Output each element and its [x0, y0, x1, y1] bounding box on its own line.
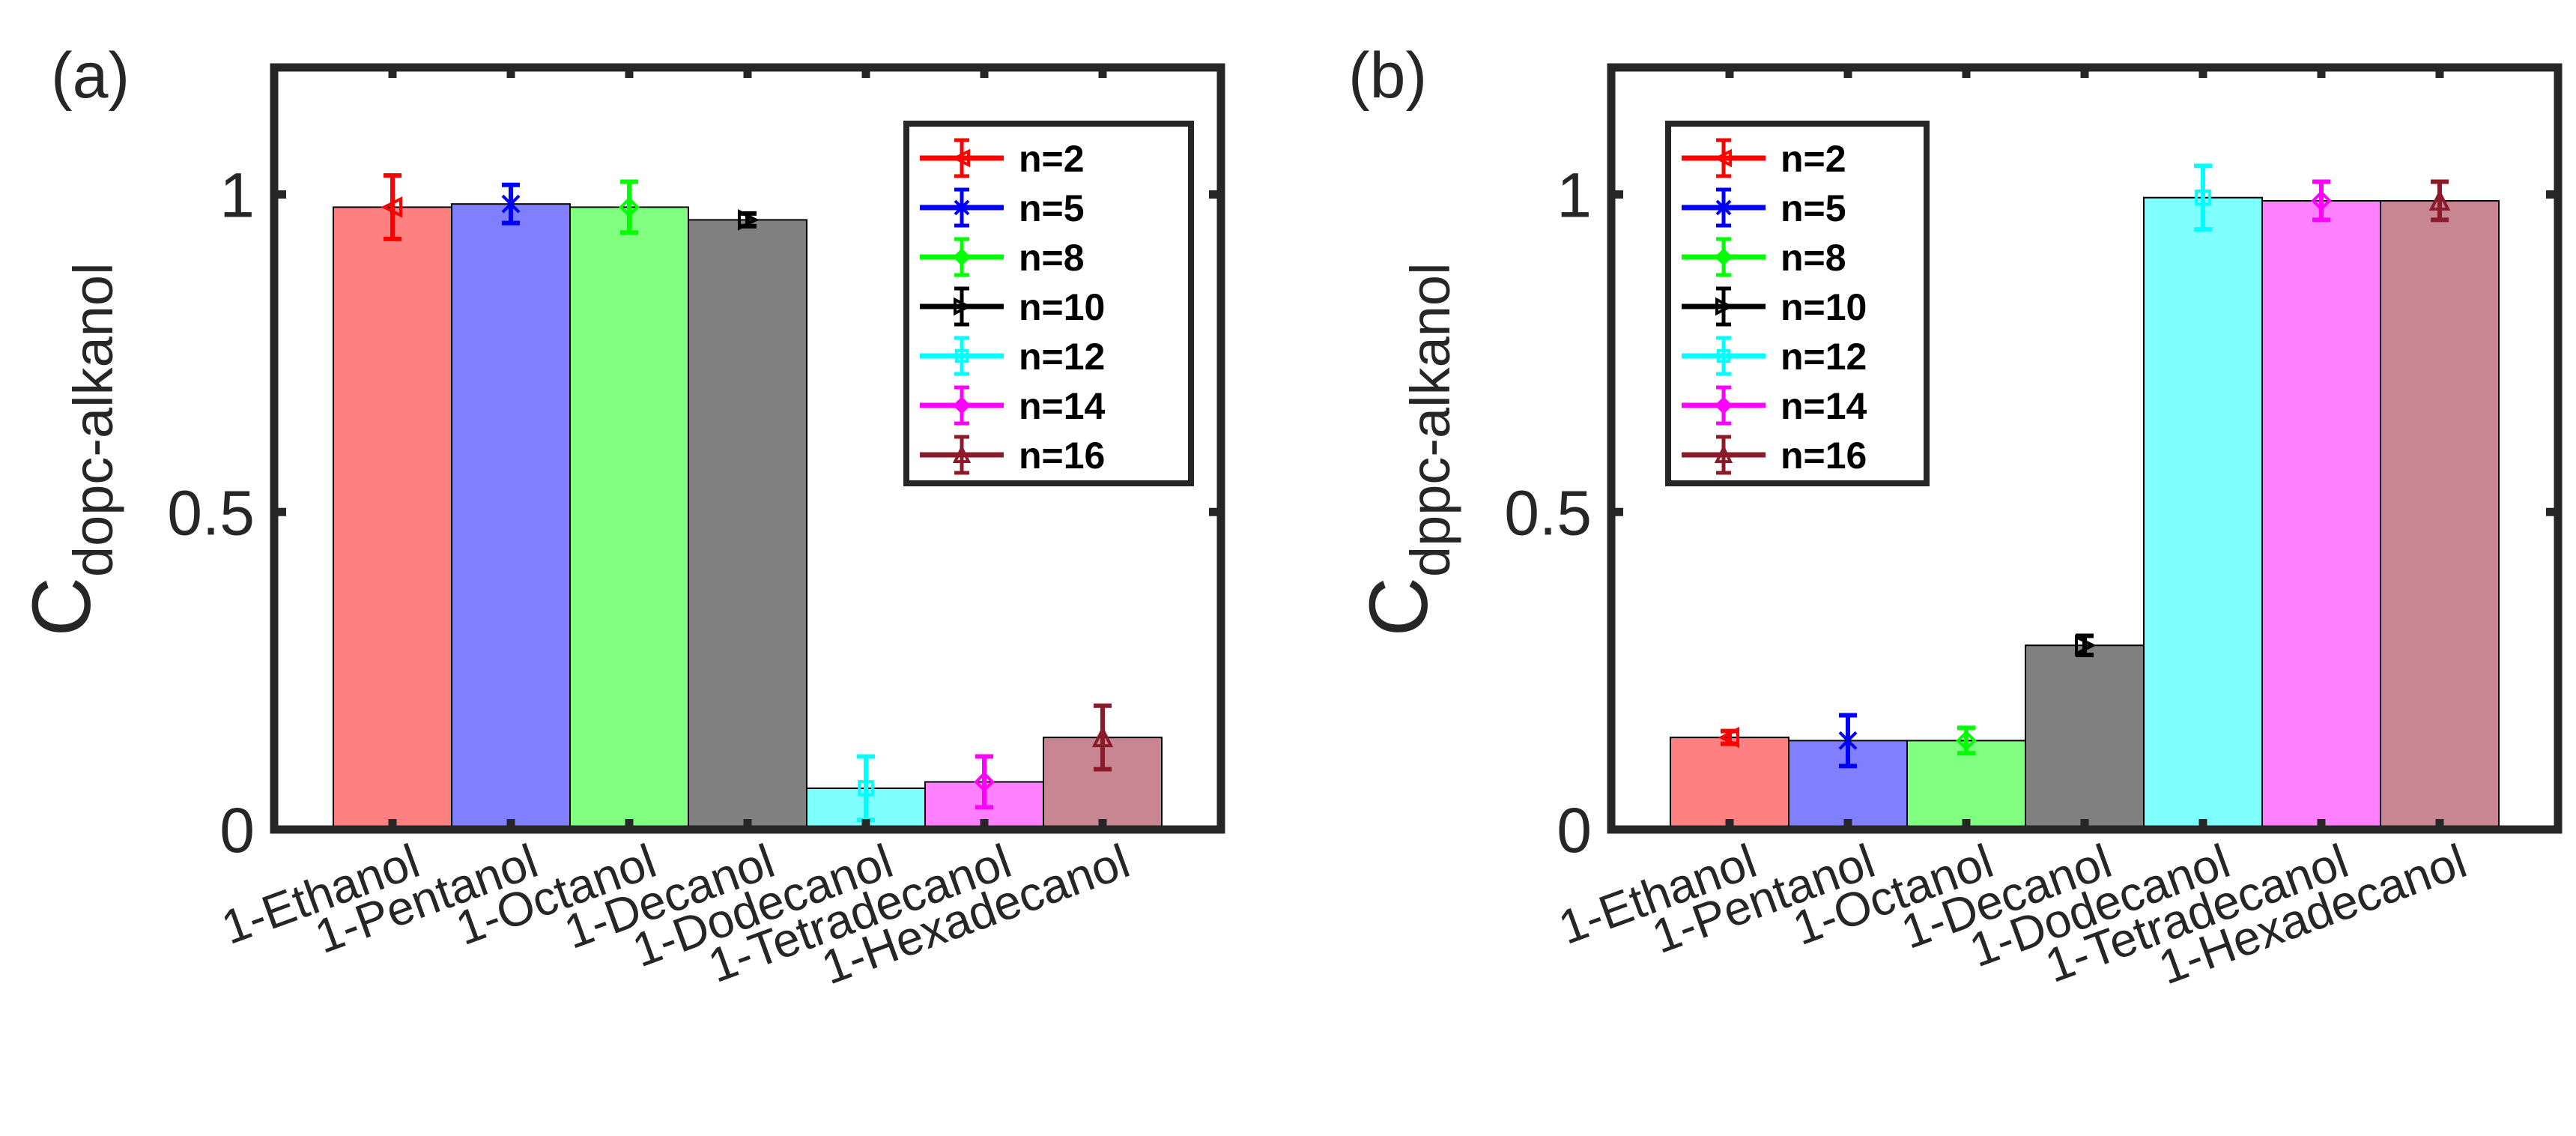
bar — [2143, 196, 2263, 830]
legend-label: n=8 — [1781, 237, 1846, 279]
error-bar — [384, 173, 401, 241]
data-marker — [1718, 726, 1739, 749]
y-tick-label: 1 — [219, 160, 255, 231]
data-marker — [1091, 725, 1114, 748]
data-marker — [619, 196, 640, 218]
bar — [1670, 737, 1789, 830]
legend-marker — [1715, 396, 1733, 414]
data-marker — [2311, 190, 2332, 211]
error-bar — [2312, 179, 2330, 223]
y-axis-label: Cdopc-alkanol — [16, 262, 124, 636]
legend-label: n=10 — [1019, 286, 1105, 328]
legend: n=2 n=5 n=8 n=10 n=12 n=14 n=16 — [903, 121, 1194, 486]
y-axis-label-main: C — [16, 577, 108, 636]
legend-item: n=16 — [1682, 435, 1867, 477]
bar — [688, 219, 807, 830]
panel-b: 00.511-Ethanol1-Pentanol1-Octanol1-Decan… — [1348, 40, 2563, 994]
error-bar — [2076, 633, 2094, 657]
legend: n=2 n=5 n=8 n=10 n=12 n=14 n=16 — [1665, 121, 1930, 486]
legend-marker — [1715, 199, 1732, 216]
legend-label: n=10 — [1781, 286, 1867, 328]
y-tick-label: 0 — [219, 795, 255, 865]
legend-item: n=12 — [920, 336, 1105, 378]
data-marker — [1838, 731, 1858, 750]
legend-marker — [1715, 297, 1734, 316]
legend-item: n=2 — [1682, 138, 1846, 180]
data-marker — [501, 194, 521, 214]
legend-item: n=5 — [1682, 187, 1846, 229]
data-marker — [974, 771, 995, 793]
legend-item: n=5 — [920, 187, 1085, 229]
y-axis-label: Cdppc-alkanol — [1353, 262, 1461, 636]
data-marker — [381, 196, 402, 218]
legend-marker — [954, 199, 970, 216]
legend-marker — [953, 396, 971, 414]
data-marker — [2075, 634, 2097, 656]
data-marker — [738, 209, 760, 231]
y-axis-label-subscript: dppc-alkanol — [1399, 262, 1461, 577]
legend-label: n=5 — [1781, 187, 1846, 229]
legend-item: n=12 — [1682, 336, 1867, 378]
bar — [451, 203, 571, 830]
legend-item: n=10 — [920, 286, 1105, 328]
bar — [569, 206, 689, 830]
y-tick-label: 0 — [1557, 795, 1592, 865]
legend-marker — [954, 348, 969, 363]
y-tick-label: 0.5 — [167, 477, 255, 548]
legend-marker — [951, 148, 970, 168]
legend-label: n=5 — [1019, 187, 1085, 229]
data-marker — [1956, 730, 1977, 752]
legend-marker — [1714, 444, 1733, 463]
y-axis-label-subscript: dopc-alkanol — [62, 262, 124, 577]
panel-label: (a) — [51, 40, 130, 112]
error-bar — [2431, 179, 2449, 223]
y-tick-label: 1 — [1557, 160, 1592, 231]
legend-label: n=2 — [1019, 138, 1085, 180]
legend-marker — [952, 444, 972, 463]
bar — [2380, 199, 2500, 831]
legend-item: n=14 — [920, 385, 1106, 427]
legend-marker — [953, 248, 971, 266]
panel-label: (b) — [1348, 40, 1427, 112]
legend-marker — [1713, 148, 1732, 168]
legend-item: n=8 — [920, 237, 1085, 279]
data-marker — [2428, 189, 2451, 211]
legend-label: n=14 — [1019, 385, 1106, 427]
legend-label: n=16 — [1781, 435, 1867, 477]
error-bar — [620, 179, 638, 235]
legend-item: n=2 — [920, 138, 1085, 180]
legend-item: n=16 — [920, 435, 1105, 477]
legend-label: n=12 — [1781, 336, 1867, 378]
legend-marker — [1715, 248, 1733, 266]
y-tick-label: 0.5 — [1504, 477, 1592, 548]
legend-label: n=16 — [1019, 435, 1105, 477]
legend-item: n=10 — [1682, 286, 1867, 328]
legend-label: n=12 — [1019, 336, 1105, 378]
legend-marker — [954, 297, 972, 316]
legend-marker — [1716, 348, 1731, 363]
bar — [2261, 199, 2381, 831]
data-marker — [2195, 189, 2211, 206]
legend-box — [1665, 121, 1930, 486]
error-bar — [2194, 163, 2212, 232]
legend-label: n=8 — [1019, 237, 1085, 279]
legend-item: n=14 — [1682, 385, 1867, 427]
y-axis-label-main: C — [1353, 577, 1445, 636]
bar — [333, 206, 452, 830]
legend-item: n=8 — [1682, 237, 1846, 279]
error-bar — [975, 754, 993, 810]
legend-label: n=14 — [1781, 385, 1867, 427]
legend-label: n=2 — [1781, 138, 1846, 180]
bar — [2025, 644, 2145, 830]
panel-a: 00.511-Ethanol1-Pentanol1-Octanol1-Decan… — [16, 40, 1225, 994]
data-marker — [858, 780, 874, 797]
error-bar — [1094, 703, 1112, 772]
